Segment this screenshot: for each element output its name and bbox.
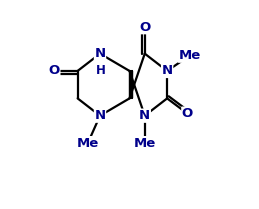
Text: N: N <box>95 109 106 122</box>
Text: Me: Me <box>134 137 156 150</box>
Text: Me: Me <box>178 49 201 62</box>
Text: O: O <box>139 21 150 34</box>
Text: O: O <box>182 107 193 120</box>
Text: N: N <box>95 47 106 60</box>
Text: O: O <box>49 64 60 77</box>
Text: N: N <box>139 109 150 122</box>
Text: H: H <box>96 64 106 77</box>
Text: Me: Me <box>77 137 99 150</box>
Text: N: N <box>162 64 173 77</box>
